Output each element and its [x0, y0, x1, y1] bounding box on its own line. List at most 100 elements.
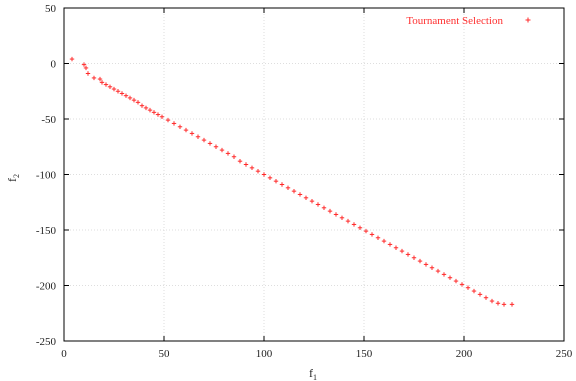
data-point — [267, 175, 273, 181]
legend: Tournament Selection — [406, 15, 531, 27]
data-point — [85, 71, 91, 76]
data-point — [249, 165, 255, 171]
x-tick-label: 200 — [456, 348, 473, 360]
x-tick-label: 0 — [61, 348, 67, 360]
data-point — [69, 56, 75, 62]
y-tick-label: -150 — [36, 225, 57, 237]
data-point — [339, 215, 345, 220]
x-tick-label: 50 — [159, 348, 171, 360]
data-point — [327, 208, 333, 214]
data-point — [279, 182, 285, 187]
data-point — [219, 147, 225, 153]
data-point — [183, 127, 189, 133]
data-point — [489, 298, 495, 304]
legend-label: Tournament Selection — [406, 15, 503, 27]
data-point — [423, 262, 429, 267]
data-point — [405, 252, 411, 257]
data-point — [195, 134, 201, 139]
data-point — [131, 97, 137, 103]
data-point — [189, 131, 195, 136]
data-point — [429, 265, 435, 270]
data-point — [297, 192, 303, 197]
x-tick-label: 100 — [256, 348, 273, 360]
grid-lines — [64, 8, 564, 341]
data-point — [399, 248, 405, 254]
data-point — [151, 110, 157, 115]
data-point — [285, 185, 291, 191]
y-tick-label: 50 — [45, 3, 57, 15]
data-point — [333, 212, 339, 217]
data-point — [459, 282, 465, 287]
data-point — [207, 141, 213, 146]
data-point — [123, 93, 129, 98]
data-point — [237, 158, 243, 164]
data-point — [213, 144, 219, 149]
data-point — [465, 285, 471, 290]
y-tick-label: 0 — [51, 59, 57, 71]
data-point — [393, 245, 399, 250]
data-point — [411, 255, 417, 260]
data-point — [127, 95, 133, 101]
y-tick-label: -200 — [36, 281, 57, 293]
y-tick-label: -100 — [36, 170, 57, 182]
data-point — [483, 295, 489, 300]
data-point — [243, 162, 249, 167]
x-axis-label: f1 — [309, 366, 317, 381]
data-point — [509, 302, 515, 307]
data-point — [99, 80, 105, 85]
x-tick-label: 250 — [556, 348, 573, 360]
data-point — [177, 124, 183, 129]
data-point — [135, 100, 141, 105]
data-point — [165, 117, 171, 123]
y-tick-label: -50 — [41, 114, 56, 126]
data-point — [261, 172, 267, 177]
data-points — [69, 56, 515, 307]
data-point — [139, 103, 145, 108]
data-point — [477, 292, 483, 297]
data-point — [155, 112, 161, 117]
y-axis-label: f2 — [5, 174, 21, 182]
data-point — [441, 272, 447, 277]
y-tick-label: -250 — [36, 336, 57, 348]
data-point — [147, 107, 153, 113]
data-point — [357, 225, 363, 230]
data-point — [435, 268, 441, 274]
data-point — [81, 62, 87, 67]
data-point — [83, 65, 89, 71]
data-point — [417, 258, 423, 264]
data-point — [103, 82, 109, 87]
data-point — [225, 151, 231, 156]
data-point — [471, 288, 477, 294]
data-point — [495, 301, 501, 306]
data-point — [115, 89, 121, 94]
x-tick-label: 150 — [356, 348, 373, 360]
data-point — [453, 278, 459, 284]
data-point — [273, 178, 279, 184]
legend-plus-marker — [525, 17, 531, 23]
data-point — [111, 86, 117, 92]
data-point — [91, 75, 97, 81]
data-point — [159, 114, 165, 119]
data-point — [387, 242, 393, 247]
data-point — [171, 121, 177, 126]
data-point — [255, 168, 261, 174]
data-point — [107, 84, 113, 90]
data-point — [315, 202, 321, 207]
data-point — [303, 195, 309, 201]
legend-marker — [525, 17, 531, 23]
data-point — [345, 218, 351, 224]
data-point — [321, 205, 327, 210]
data-point — [351, 222, 357, 227]
data-point — [369, 232, 375, 237]
data-point — [291, 188, 297, 194]
data-point — [201, 137, 207, 143]
data-point — [143, 105, 149, 111]
data-point — [381, 238, 387, 244]
data-point — [501, 302, 507, 307]
data-point — [231, 154, 237, 159]
data-point — [119, 91, 125, 96]
data-point — [309, 198, 315, 204]
data-point — [447, 275, 453, 280]
